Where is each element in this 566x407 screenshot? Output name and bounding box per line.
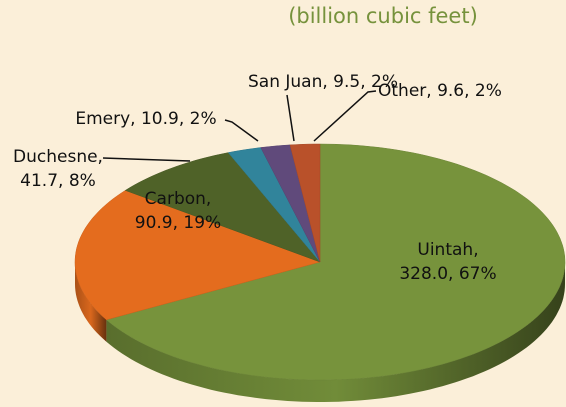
leader-line <box>313 90 377 142</box>
data-label: 41.7, 8% <box>20 171 96 191</box>
leader-line <box>224 119 259 142</box>
data-label: Uintah, <box>417 240 478 260</box>
pie-slice <box>74 190 321 321</box>
labels: Uintah, 328.0, 67% Carbon, 90.9, 19% Duchesn… <box>13 72 502 284</box>
pie-slice <box>124 152 321 263</box>
pie-slice <box>105 143 566 381</box>
data-label: Other, 9.6, 2% <box>378 81 502 101</box>
pie-slice <box>227 147 321 263</box>
pie-side <box>75 262 107 342</box>
pie-top <box>74 143 566 381</box>
pie-slice <box>289 143 321 263</box>
data-label: San Juan, 9.5, 2% <box>248 72 398 92</box>
data-label: Emery, 10.9, 2% <box>75 109 216 129</box>
data-label: 328.0, 67% <box>399 264 496 284</box>
data-label: 90.9, 19% <box>135 213 221 233</box>
pie-slice <box>260 144 321 263</box>
data-label: Carbon, <box>145 189 212 209</box>
chart-subtitle: (billion cubic feet) <box>288 4 478 28</box>
leader-line <box>286 94 295 142</box>
leader-line <box>102 157 191 162</box>
data-label: Duchesne, <box>13 147 103 167</box>
pie-side <box>106 262 566 402</box>
pie-sides <box>75 262 566 402</box>
